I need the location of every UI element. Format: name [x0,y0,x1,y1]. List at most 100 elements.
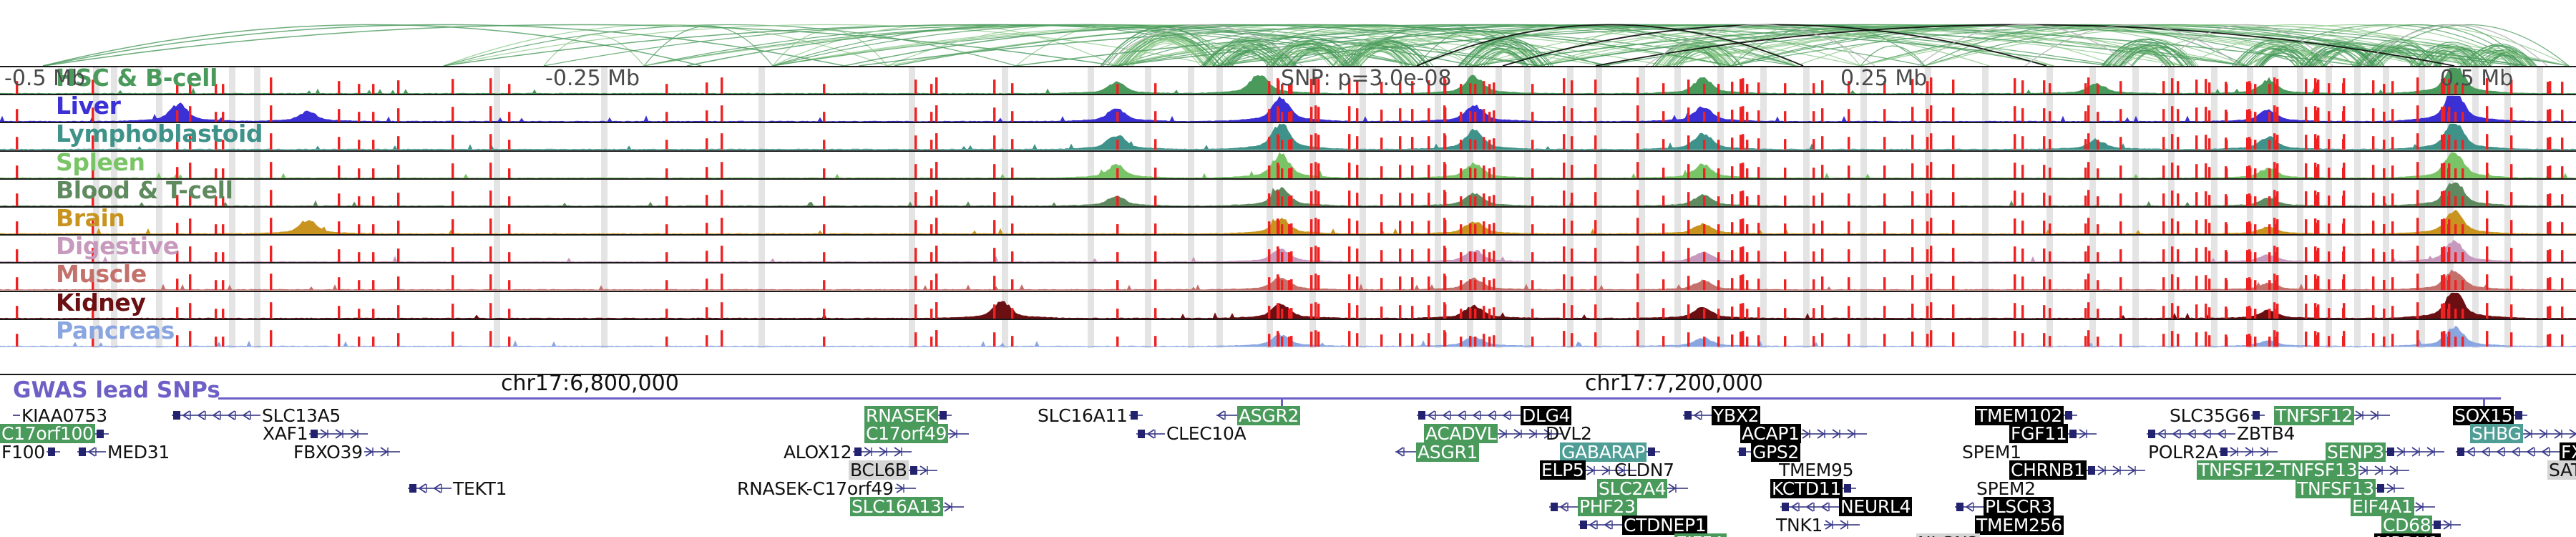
gene-label: BCL6B [849,460,909,480]
gene-label: FXR2 [2560,442,2576,462]
gene-annotation-track[interactable]: KIAA0753 MED31 TEKT1 C17orf100 F100 SLC13A5 XA… [0,405,2576,537]
gene-asgr2[interactable]: ASGR2 [1216,405,1301,425]
gene-chrnb1[interactable]: CHRNB1 [2009,460,2145,480]
gene-gps2[interactable]: GPS2 [1737,442,1801,462]
gene-label: SAT2 [2547,460,2576,480]
gene-model-glyph [1843,482,1857,495]
gene-label: SPEM2 [1976,478,2036,499]
gene-tmem102[interactable]: TMEM102 [1975,405,2077,425]
axis-tick-1: -0.25 Mb [545,67,640,91]
gene-fbxo39[interactable]: FBXO39 [292,442,400,462]
track-lymphoblastoid[interactable]: Lymphoblastoid [0,123,2576,152]
gene-spem1[interactable]: SPEM1 [1961,442,2023,462]
gene-phf23[interactable]: PHF23 [1549,497,1637,517]
gene-model-glyph [2063,409,2077,422]
gene-fgf11[interactable]: FGF11 [2009,424,2097,444]
gene-eif5a[interactable]: EIF5A [1674,533,1747,537]
gene-rnasek-c17orf49[interactable]: RNASEK-C17orf49 [736,478,916,498]
gene-dlg4[interactable]: DLG4 [1417,405,1572,425]
gene-elp5[interactable]: ELP5 [1540,460,1636,480]
gene-label: CLDN7 [1614,460,1674,480]
gwas-tick-0 [1281,397,1283,406]
track-digestive[interactable]: Digestive [0,236,2576,264]
gene-c17orf100[interactable]: C17orf100 [0,424,109,444]
gene-tnfsf12-tnfsf13[interactable]: TNFSF12-TNFSF13 [2197,460,2410,480]
track-kidney[interactable]: Kidney [0,291,2576,320]
gene-model-glyph [2086,464,2145,477]
gene-fxr2[interactable]: FXR2 [2456,442,2576,462]
gene-acap1[interactable]: ACAP1 [1740,424,1867,444]
axis-tick-0: -0.5 Mb [4,67,85,91]
gene-senp3[interactable]: SENP3 [2326,442,2444,462]
gene-kiaa0753[interactable]: KIAA0753 [13,405,109,425]
gene-ybx2[interactable]: YBX2 [1683,405,1761,425]
gene-model-glyph [2414,500,2435,513]
gene-label: EIF5A [1674,533,1727,537]
gene-tmem256[interactable]: TMEM256 [1975,515,2064,535]
chromatin-interaction-arc-panel[interactable] [0,0,2576,66]
gene-label: ACADVL [1424,423,1498,444]
gene-ctdnep1[interactable]: CTDNEP1 [1579,515,1708,535]
gene-slc35g6[interactable]: SLC35G6 [2168,405,2265,425]
gene-slc2a4[interactable]: SLC2A4 [1597,478,1689,498]
track-liver[interactable]: Liver [0,95,2576,124]
gene-model-glyph [853,445,912,458]
gene-tnfsf13[interactable]: TNFSF13 [2296,478,2404,498]
gene-cd68[interactable]: CD68 [2381,515,2462,535]
gene-xaf1[interactable]: XAF1 [261,423,369,444]
gene-mpdu1[interactable]: MPDU1 [2374,533,2477,537]
gene-tmem95[interactable]: TMEM95 [1777,460,1855,480]
gene-spem2[interactable]: SPEM2 [1975,478,2037,498]
gene-tnfsf12[interactable]: TNFSF12 [2274,405,2390,425]
track-hsc-b-cell[interactable]: -0.5 Mb -0.25 Mb 0.25 Mb 0.5 Mb SNP: p=3.0e-… [0,67,2576,96]
gene-alox12[interactable]: ALOX12 [782,442,912,462]
gene-acadvl[interactable]: ACADVL [1424,423,1564,444]
gene-eif4a1[interactable]: EIF4A1 [2351,497,2435,517]
gene-model-glyph [1579,518,1622,531]
gwas-tick-1 [2483,397,2485,406]
gene-sox15[interactable]: SOX15 [2453,405,2528,425]
gene-plscr3[interactable]: PLSCR3 [1955,497,2054,517]
gene-polr2a[interactable]: POLR2A [2147,442,2278,462]
gene-med31[interactable]: MED31 [77,442,171,462]
gene-c17orf49[interactable]: C17orf49 [864,424,970,444]
gene-rnasek[interactable]: RNASEK [864,405,952,425]
gene-label: TNFSF12 [2274,405,2354,426]
gwas-coordinate-label-0: chr17:6,800,000 [501,371,679,396]
gene-nlgn2[interactable]: NLGN2 [1916,533,2039,537]
gene-model-glyph [2456,445,2560,458]
gene-slc16a13[interactable]: SLC16A13 [850,497,964,517]
gene-kctd11[interactable]: KCTD11 [1770,478,1857,498]
gene-dvl2[interactable]: DVL2 [1544,424,1594,444]
gene-sat2[interactable]: SAT2 [2547,460,2576,480]
tissue-signal-track-stack[interactable]: -0.5 Mb -0.25 Mb 0.25 Mb 0.5 Mb SNP: p=3.0e-… [0,66,2576,375]
signal-area [0,269,2576,291]
signal-area [0,240,2576,263]
gene-slc13a5[interactable]: SLC13A5 [172,405,342,425]
gene-zbtb4[interactable]: ZBTB4 [2147,424,2296,444]
gwas-lead-snp-row[interactable]: GWAS lead SNPs chr17:6,800,000 chr17:7,20… [0,371,2576,407]
gene-clec10a[interactable]: CLEC10A [1136,424,1247,444]
track-spleen[interactable]: Spleen [0,151,2576,180]
gene-f100[interactable]: F100 [0,442,60,462]
gene-shbg[interactable]: SHBG [2470,424,2576,444]
gene-label: XAF1 [263,423,308,444]
gene-bcl6b[interactable]: BCL6B [849,460,937,480]
gene-model-glyph [1585,464,1636,477]
track-brain[interactable]: Brain [0,207,2576,236]
gene-slc16a11[interactable]: SLC16A11 [1036,405,1143,425]
gene-tnk1[interactable]: TNK1 [1775,515,1860,535]
gene-model-glyph [364,445,400,458]
track-pancreas[interactable]: Pancreas [0,319,2576,348]
gene-gabarap[interactable]: GABARAP [1560,442,1661,462]
track-blood-t-cell[interactable]: Blood & T-cell [0,179,2576,208]
track-muscle[interactable]: Muscle [0,263,2576,292]
gene-model-glyph [1737,445,1751,458]
gene-label: TNK1 [1776,514,1823,536]
gene-model-glyph [2375,482,2404,495]
gene-cldn7[interactable]: CLDN7 [1613,460,1676,480]
gene-neurl4[interactable]: NEURL4 [1780,497,1913,517]
gene-label: SLC35G6 [2170,405,2250,426]
gene-tekt1[interactable]: TEKT1 [408,478,508,498]
gene-asgr1[interactable]: ASGR1 [1395,442,1480,462]
